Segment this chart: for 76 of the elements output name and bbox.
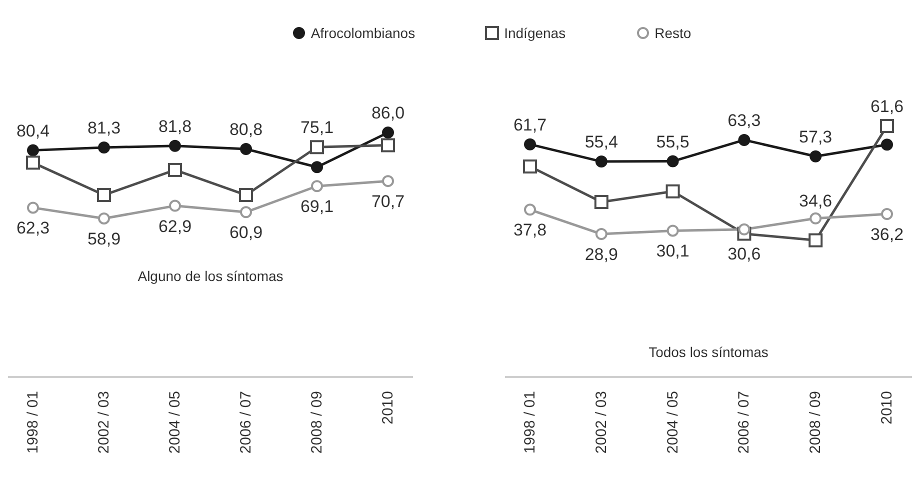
- x-tick-label: 2006 / 07: [736, 391, 753, 454]
- data-label: 60,9: [229, 223, 263, 242]
- point: [808, 233, 823, 248]
- point: [382, 126, 394, 139]
- x-tick-label: 2006 / 07: [238, 391, 254, 454]
- data-label: 55,5: [656, 132, 690, 152]
- text: Todos los síntomas: [648, 344, 770, 360]
- data-label: 80,4: [16, 121, 50, 140]
- legend-label: Indígenas: [504, 25, 566, 41]
- data-label: 62,9: [158, 216, 192, 236]
- x-tick-label: 2010: [380, 391, 396, 424]
- x-tick-label: 1998 / 01: [24, 391, 42, 454]
- data-label: 61,6: [870, 97, 904, 116]
- point: [810, 150, 822, 162]
- point: [310, 140, 324, 154]
- point: [666, 184, 680, 198]
- data-label: 57,3: [799, 127, 832, 146]
- x-tick-label: 2008 / 09: [807, 391, 824, 454]
- point: [311, 180, 323, 192]
- point: [26, 156, 40, 170]
- data-label: 36,2: [870, 225, 904, 244]
- data-label: 62,3: [16, 218, 50, 238]
- legend-label: Resto: [654, 25, 692, 41]
- point: [594, 195, 608, 210]
- point: [524, 138, 536, 150]
- x-tick-label: 2008 / 09: [308, 391, 326, 454]
- data-label: 75,1: [300, 118, 334, 138]
- point: [881, 138, 893, 151]
- point: [27, 144, 39, 156]
- legend-label: Afrocolombianos: [310, 25, 416, 41]
- point: [666, 155, 679, 168]
- point: [738, 223, 750, 236]
- point: [666, 224, 679, 237]
- point: [311, 161, 323, 174]
- point: [880, 119, 894, 134]
- data-label: 70,7: [371, 192, 405, 212]
- data-label: 37,8: [513, 220, 547, 240]
- data-label: 80,8: [229, 120, 263, 140]
- x-tick-label: 2002 / 03: [96, 391, 112, 454]
- point: [168, 162, 182, 177]
- x-tick-label: 2004 / 05: [166, 391, 184, 454]
- point: [881, 208, 893, 220]
- data-label: 81,3: [87, 118, 121, 138]
- data-label: 30,1: [656, 242, 690, 261]
- point: [27, 202, 39, 214]
- point: [98, 141, 110, 154]
- point: [523, 159, 537, 174]
- point: [239, 188, 253, 202]
- x-tick-label: 2010: [878, 391, 896, 424]
- point: [240, 143, 252, 156]
- data-label: 63,3: [728, 110, 761, 130]
- point: [524, 204, 536, 216]
- data-label: 86,0: [371, 104, 405, 123]
- x-tick-label: 2004 / 05: [664, 391, 682, 454]
- text: Alguno de los síntomas: [136, 268, 284, 284]
- x-tick-label: 1998 / 01: [522, 391, 538, 454]
- point: [169, 140, 181, 152]
- point: [810, 212, 822, 224]
- point: [240, 206, 252, 218]
- point: [595, 156, 608, 168]
- data-label: 28,9: [584, 245, 618, 264]
- data-label: 58,9: [87, 229, 121, 248]
- point: [595, 228, 608, 240]
- point: [738, 134, 750, 146]
- data-label: 34,6: [799, 191, 832, 210]
- x-tick-label: 2002 / 03: [592, 391, 610, 454]
- data-label: 55,4: [584, 132, 618, 152]
- point: [98, 212, 110, 224]
- data-label: 30,6: [728, 244, 761, 264]
- point: [381, 138, 395, 152]
- point: [382, 175, 394, 188]
- data-label: 61,7: [513, 115, 547, 134]
- point: [169, 200, 181, 212]
- data-label: 69,1: [300, 197, 334, 216]
- point: [97, 188, 111, 202]
- data-label: 81,8: [158, 116, 192, 136]
